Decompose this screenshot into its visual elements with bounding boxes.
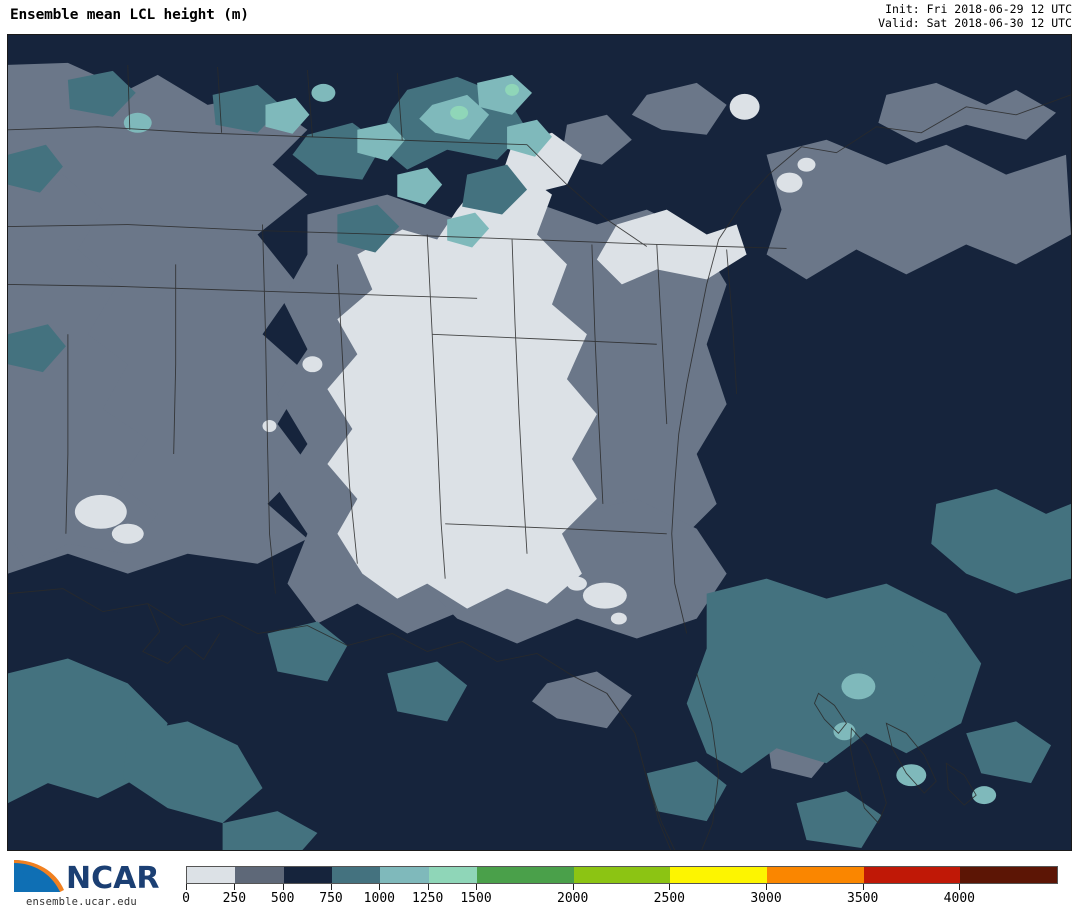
header: Ensemble mean LCL height (m) Init: Fri 2…	[0, 0, 1080, 33]
lcl-height-heatmap	[8, 35, 1071, 850]
colorbar-band	[331, 867, 381, 883]
colorbar-tick	[476, 884, 477, 890]
colorbar-tick-label: 1500	[460, 891, 492, 906]
colorbar-tick-label: 2500	[653, 891, 685, 906]
valid-time-label: Valid: Sat 2018-06-30 12 UTC	[878, 16, 1072, 30]
colorbar-tick-label: 500	[270, 891, 295, 906]
colorbar: 0 250 500 750 1000 1250 1500 2000 2500 3000 3500 40…	[182, 866, 1058, 906]
colorbar-band	[283, 867, 332, 883]
footer: NCAR ensemble.ucar.edu 0 250 500 750 1000 125…	[0, 853, 1080, 915]
colorbar-band	[960, 867, 1057, 883]
colorbar-tick-label: 4000	[943, 891, 975, 906]
init-time-label: Init: Fri 2018-06-29 12 UTC	[885, 2, 1072, 16]
colorbar-tick-labels: 0 250 500 750 1000 1250 1500 2000 2500 3000 3500 40…	[182, 891, 1058, 909]
colorbar-tick-label: 3500	[847, 891, 879, 906]
colorbar-tick-label: 0	[182, 891, 190, 906]
colorbar-band	[573, 867, 671, 883]
colorbar-tick	[959, 884, 961, 890]
colorbar-tick-label: 2000	[557, 891, 589, 906]
page-title: Ensemble mean LCL height (m)	[10, 7, 249, 23]
colorbar-bands	[186, 866, 1058, 884]
map-panel[interactable]	[7, 34, 1072, 851]
colorbar-tick	[186, 884, 187, 890]
ncar-wordmark: NCAR	[66, 861, 159, 896]
ncar-url-label: ensemble.ucar.edu	[26, 896, 137, 908]
colorbar-tick	[379, 884, 381, 890]
ncar-logo[interactable]: NCAR ensemble.ucar.edu	[6, 856, 171, 912]
colorbar-tick	[766, 884, 767, 890]
valid-time-block: Init: Fri 2018-06-29 12 UTC Valid: Sat 2…	[878, 2, 1072, 30]
colorbar-tick	[669, 884, 671, 890]
colorbar-tick-label: 750	[319, 891, 343, 906]
colorbar-band	[766, 867, 864, 883]
colorbar-tick	[572, 884, 574, 890]
colorbar-tick	[427, 884, 429, 890]
colorbar-ticks	[186, 884, 1058, 892]
colorbar-tick	[282, 884, 284, 890]
colorbar-tick	[331, 884, 332, 890]
colorbar-band	[863, 867, 961, 883]
colorbar-band	[670, 867, 767, 883]
colorbar-tick	[234, 884, 236, 890]
colorbar-band	[235, 867, 284, 883]
colorbar-band	[476, 867, 574, 883]
colorbar-tick-label: 250	[222, 891, 247, 906]
colorbar-band	[187, 867, 236, 883]
colorbar-tick-label: 3000	[750, 891, 782, 906]
colorbar-tick-label: 1250	[412, 891, 444, 906]
colorbar-band	[380, 867, 429, 883]
colorbar-band	[428, 867, 477, 883]
colorbar-tick-label: 1000	[363, 891, 395, 906]
colorbar-tick	[862, 884, 864, 890]
